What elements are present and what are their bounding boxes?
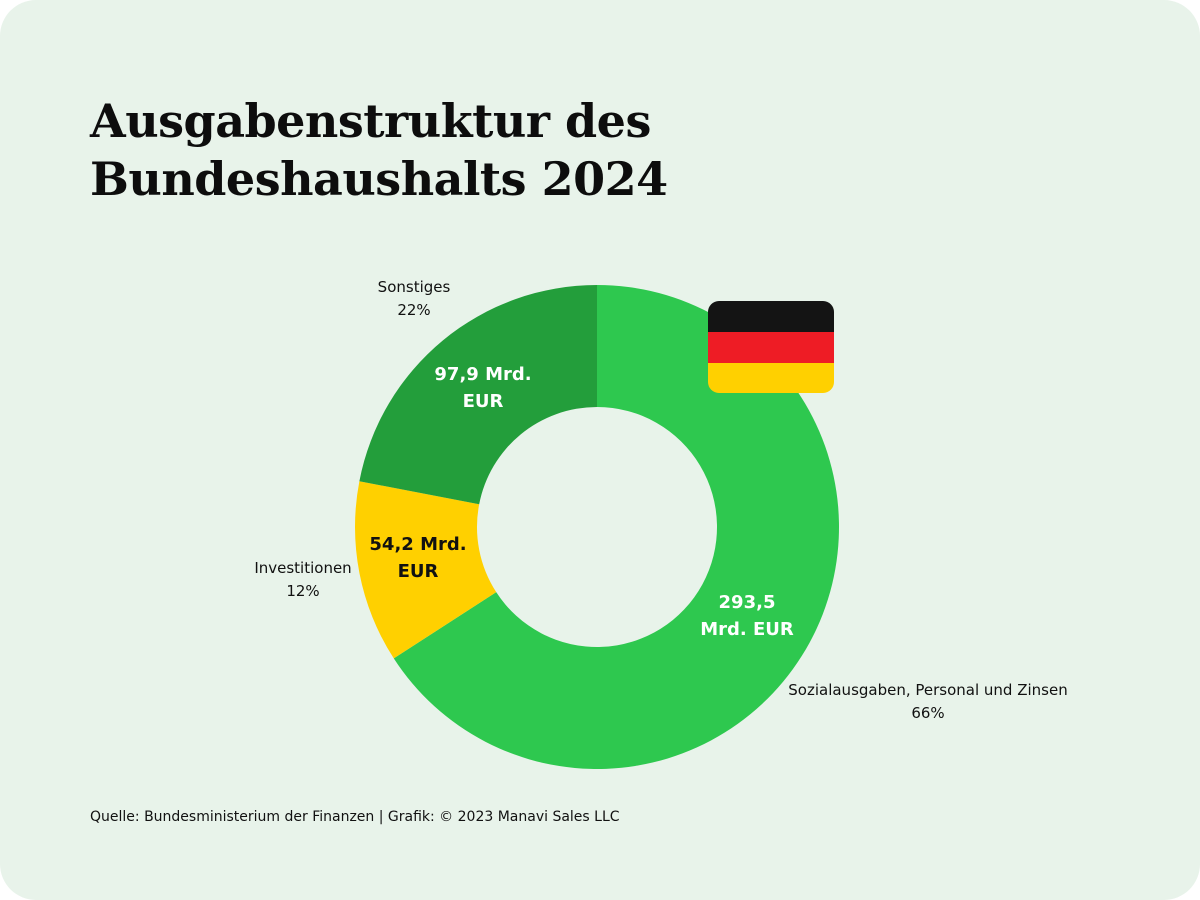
donut-slice-investitionen [355, 481, 497, 659]
chart-title: Ausgabenstruktur des Bundeshaushalts 202… [90, 92, 668, 208]
chart-title-line-2: Bundeshaushalts 2024 [90, 152, 668, 206]
donut-slices [355, 285, 839, 769]
flag-band-black [708, 301, 834, 332]
flag-band-red [708, 332, 834, 363]
value-label-sozialausgaben: 293,5 Mrd. EUR [700, 592, 794, 640]
chart-title-line-1: Ausgabenstruktur des [90, 94, 651, 148]
donut-slice-sozialausgaben [393, 285, 839, 769]
value-label-investitionen: 54,2 Mrd. EUR [369, 534, 466, 582]
percent-label-investitionen: 12% [286, 582, 319, 600]
flag-band-gold [708, 363, 834, 393]
value-label-sonstiges: 97,9 Mrd. EUR [434, 364, 531, 412]
germany-flag-icon [708, 301, 834, 393]
percent-label-sonstiges: 22% [397, 301, 430, 319]
category-label-investitionen: Investitionen 12% [254, 559, 351, 600]
donut-slice-sonstiges [359, 285, 597, 505]
donut-labels: 293,5 Mrd. EUR 54,2 Mrd. EUR 97,9 Mrd. EUR Soz… [254, 278, 1067, 722]
percent-label-sozialausgaben: 66% [911, 704, 944, 722]
category-label-sonstiges: Sonstiges 22% [378, 278, 451, 319]
category-label-sozialausgaben: Sozialausgaben, Personal und Zinsen 66% [788, 681, 1067, 722]
source-credit: Quelle: Bundesministerium der Finanzen |… [90, 809, 620, 825]
